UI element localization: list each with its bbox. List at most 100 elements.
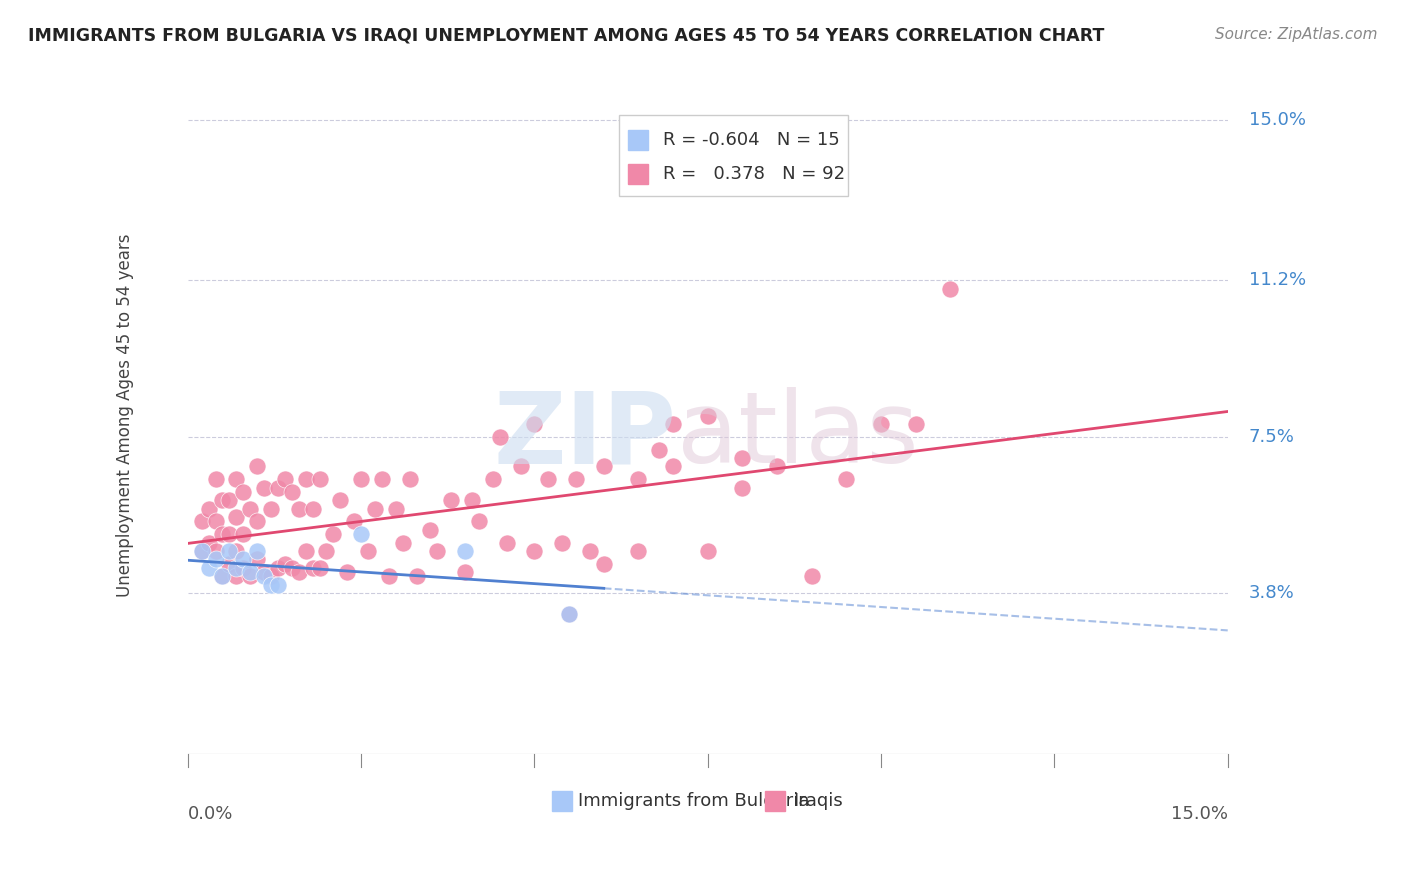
Point <box>274 472 297 486</box>
Point <box>239 565 262 579</box>
Point <box>225 510 247 524</box>
Point <box>731 450 754 465</box>
Point <box>627 472 650 486</box>
Point <box>239 501 262 516</box>
Point <box>800 569 823 583</box>
Point <box>246 544 269 558</box>
Point <box>322 527 344 541</box>
Point <box>315 544 337 558</box>
Point <box>281 484 304 499</box>
Text: Immigrants from Bulgaria: Immigrants from Bulgaria <box>578 792 810 810</box>
Point <box>343 515 366 529</box>
Point <box>260 578 283 592</box>
Point <box>218 527 240 541</box>
Point <box>468 515 491 529</box>
Point <box>308 472 330 486</box>
Text: IMMIGRANTS FROM BULGARIA VS IRAQI UNEMPLOYMENT AMONG AGES 45 TO 54 YEARS CORRELA: IMMIGRANTS FROM BULGARIA VS IRAQI UNEMPL… <box>28 27 1105 45</box>
Point <box>301 561 323 575</box>
Text: Source: ZipAtlas.com: Source: ZipAtlas.com <box>1215 27 1378 42</box>
Point <box>294 472 316 486</box>
Point <box>731 481 754 495</box>
Point <box>197 561 219 575</box>
Point <box>482 472 505 486</box>
Point <box>190 544 212 558</box>
Text: ZIP: ZIP <box>494 387 676 484</box>
Point <box>558 607 581 622</box>
Point <box>232 484 254 499</box>
Point <box>523 417 546 432</box>
Point <box>426 544 449 558</box>
Text: R = -0.604   N = 15: R = -0.604 N = 15 <box>664 131 839 149</box>
Text: 15.0%: 15.0% <box>1171 805 1227 822</box>
Point <box>211 569 233 583</box>
Point <box>204 544 226 558</box>
Point <box>648 442 671 457</box>
Point <box>301 501 323 516</box>
Point <box>357 544 380 558</box>
Point <box>204 472 226 486</box>
Point <box>405 569 427 583</box>
Point <box>558 607 581 622</box>
Point <box>454 565 477 579</box>
Point <box>225 544 247 558</box>
Point <box>246 459 269 474</box>
Point <box>294 544 316 558</box>
Point <box>378 569 401 583</box>
Point <box>364 501 387 516</box>
Point <box>225 569 247 583</box>
Point <box>523 544 546 558</box>
Point <box>253 481 276 495</box>
Point <box>225 472 247 486</box>
Point <box>218 557 240 571</box>
Point <box>232 527 254 541</box>
Point <box>461 493 484 508</box>
Point <box>371 472 394 486</box>
Point <box>592 459 614 474</box>
Point <box>190 544 212 558</box>
Point <box>565 472 588 486</box>
Point <box>274 557 297 571</box>
Point <box>350 527 373 541</box>
Point <box>197 535 219 549</box>
Text: 3.8%: 3.8% <box>1249 584 1295 602</box>
Point <box>218 544 240 558</box>
Point <box>308 561 330 575</box>
Point <box>190 515 212 529</box>
Point <box>551 535 574 549</box>
Point <box>246 552 269 566</box>
Point <box>627 544 650 558</box>
FancyBboxPatch shape <box>620 115 848 196</box>
Text: 7.5%: 7.5% <box>1249 428 1295 446</box>
Point <box>939 282 962 296</box>
Point <box>454 544 477 558</box>
Point <box>232 552 254 566</box>
Text: atlas: atlas <box>676 387 918 484</box>
Point <box>488 430 510 444</box>
Point <box>384 501 406 516</box>
Point <box>287 565 309 579</box>
Point <box>336 565 359 579</box>
Point <box>391 535 413 549</box>
Point <box>211 493 233 508</box>
Text: 0.0%: 0.0% <box>188 805 233 822</box>
Point <box>696 544 718 558</box>
Point <box>267 578 290 592</box>
Point <box>904 417 927 432</box>
Point <box>350 472 373 486</box>
Point <box>419 523 441 537</box>
Point <box>592 557 614 571</box>
Point <box>197 501 219 516</box>
Point <box>766 459 789 474</box>
Point <box>218 493 240 508</box>
Point <box>329 493 352 508</box>
Point <box>232 561 254 575</box>
Text: 11.2%: 11.2% <box>1249 271 1306 289</box>
Point <box>260 501 283 516</box>
Point <box>253 569 276 583</box>
Point <box>537 472 560 486</box>
Point <box>398 472 420 486</box>
Point <box>287 501 309 516</box>
Point <box>211 527 233 541</box>
Point <box>440 493 463 508</box>
Point <box>495 535 517 549</box>
